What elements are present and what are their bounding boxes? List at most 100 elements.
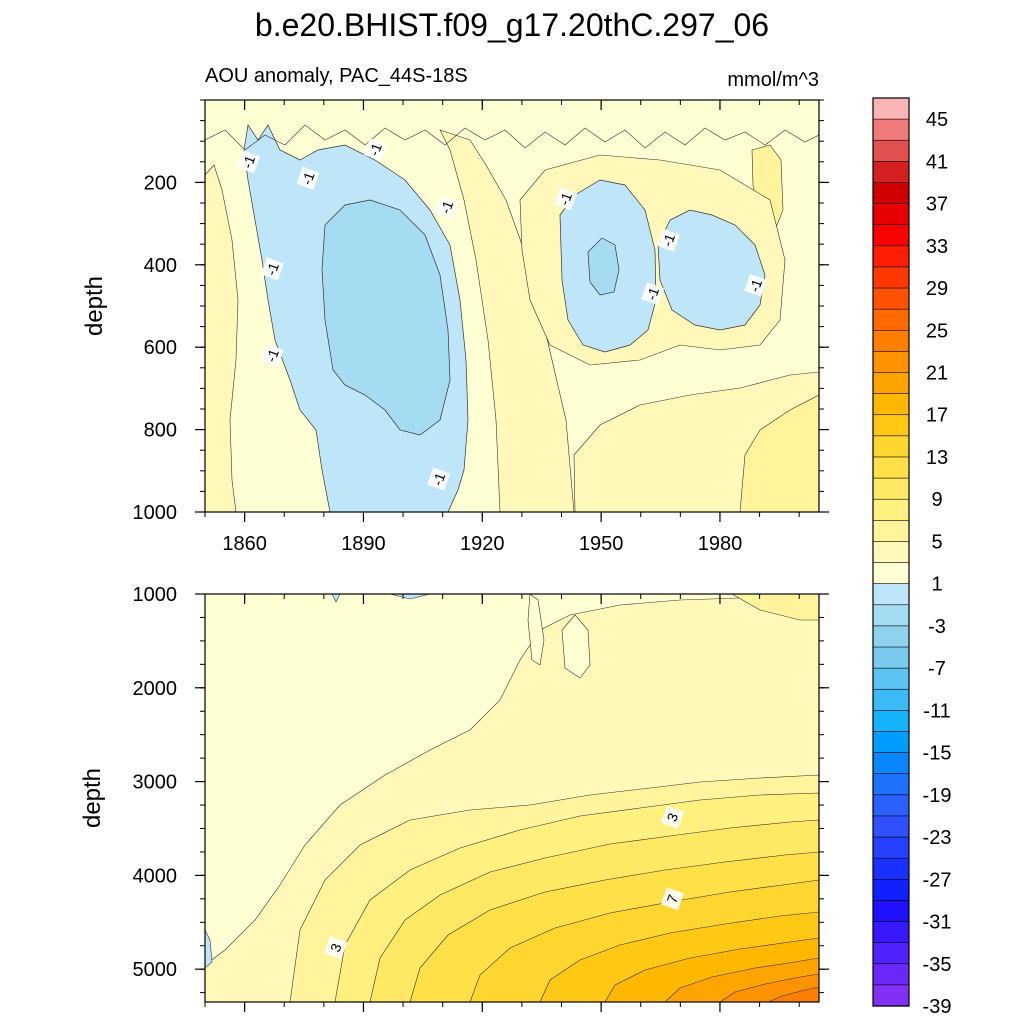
colorbar-swatch [872, 266, 910, 289]
y-tick-label: 4000 [133, 865, 178, 887]
chart-title: b.e20.BHIST.f09_g17.20thC.297_06 [255, 7, 769, 43]
contour-label: 3 [660, 805, 684, 829]
colorbar-label: 1 [931, 574, 942, 596]
colorbar-label: 33 [926, 236, 948, 258]
colorbar-swatch [872, 688, 910, 711]
contour-label-text: -1 [263, 347, 282, 364]
colorbar-swatch [872, 329, 910, 352]
contour-label: -1 [435, 195, 459, 219]
colorbar-swatch [872, 372, 910, 395]
lower-contour-labels: 3 7 3 [324, 805, 684, 960]
colorbar-label: -19 [923, 785, 952, 807]
colorbar-swatch [872, 97, 910, 120]
colorbar: 45 41 37 33 29 25 21 17 13 9 5 1 -3 -7 -11 -15 -19 -23 -27… [872, 97, 952, 1018]
colorbar-swatch [872, 118, 910, 141]
colorbar-swatch [872, 456, 910, 479]
colorbar-label: 41 [926, 151, 948, 173]
x-tick-label: 1980 [698, 533, 743, 555]
colorbar-label: 37 [926, 194, 948, 216]
upper-contour-labels: -1 -1 -1 -1 -1 -1 -1 -1 -1 -1 -1 [237, 137, 768, 491]
colorbar-label: 13 [926, 447, 948, 469]
contour-label-text: -1 [366, 141, 385, 158]
colorbar-swatch [872, 562, 910, 585]
lower-panel: 3 7 3 1000 2000 3000 4000 5000 depth [79, 584, 829, 1012]
lower-frame [204, 593, 820, 1003]
contour-label: -1 [260, 343, 284, 367]
colorbar-label: 25 [926, 320, 948, 342]
contour-label-text: -1 [643, 285, 662, 302]
x-tick-label: 1890 [341, 533, 386, 555]
contour-label: 3 [324, 936, 348, 960]
y-tick-label: 400 [144, 255, 177, 277]
colorbar-label: 9 [931, 489, 942, 511]
colorbar-swatch [872, 224, 910, 247]
colorbar-swatch [872, 710, 910, 733]
colorbar-label: 29 [926, 278, 948, 300]
contour-label: -1 [427, 467, 451, 491]
colorbar-label: -15 [923, 743, 952, 765]
y-tick-label: 1000 [133, 584, 178, 606]
colorbar-swatch [872, 520, 910, 543]
contour-label: -1 [656, 228, 681, 252]
contour-label: -1 [363, 137, 387, 161]
colorbar-swatch [872, 921, 910, 944]
x-tick-label: 1920 [460, 533, 505, 555]
colorbar-swatch [872, 393, 910, 416]
colorbar-swatch [872, 498, 910, 521]
contour-label: -1 [260, 257, 284, 281]
colorbar-swatch [872, 351, 910, 374]
colorbar-swatch [872, 752, 910, 775]
contour-label-text: -1 [263, 260, 282, 277]
contour-label-text: -1 [437, 198, 456, 215]
contour-label: -1 [553, 187, 578, 211]
left-subtitle: AOU anomaly, PAC_44S-18S [205, 65, 468, 87]
y-tick-label: 2000 [133, 678, 178, 700]
colorbar-swatch [872, 900, 910, 923]
colorbar-label: -7 [928, 658, 946, 680]
y-tick-label: 800 [144, 420, 177, 442]
colorbar-swatch [872, 182, 910, 205]
contour-label-text: -1 [298, 169, 317, 186]
colorbar-swatch [872, 625, 910, 648]
colorbar-swatch [872, 731, 910, 754]
y-tick-label: 5000 [133, 959, 178, 981]
colorbar-swatch [872, 477, 910, 500]
colorbar-swatch [872, 879, 910, 902]
colorbar-swatch [872, 541, 910, 564]
lower-ticks: 1000 2000 3000 4000 5000 [133, 584, 829, 1012]
colorbar-swatch [872, 646, 910, 669]
contour-label-text: -1 [556, 190, 575, 207]
colorbar-label: -31 [923, 912, 952, 934]
colorbar-label: 5 [931, 531, 942, 553]
colorbar-swatch [872, 161, 910, 184]
y-tick-label: 600 [144, 337, 177, 359]
contour-label: -1 [237, 150, 261, 174]
contour-label-text: -1 [429, 470, 448, 487]
colorbar-label: -39 [923, 996, 952, 1018]
colorbar-swatch [872, 308, 910, 331]
contour-label-text: -1 [659, 231, 678, 248]
colorbar-swatch [872, 287, 910, 310]
colorbar-frame [872, 97, 910, 1007]
colorbar-swatch [872, 773, 910, 796]
colorbar-label: 21 [926, 363, 948, 385]
colorbar-swatch [872, 604, 910, 627]
contour-label-text: -1 [746, 277, 765, 294]
contour-label-text: -1 [239, 153, 258, 170]
contour-label: -1 [744, 273, 768, 297]
colorbar-swatch [872, 984, 910, 1007]
colorbar-swatch [872, 815, 910, 838]
upper-ylabel: depth [81, 276, 108, 336]
y-tick-label: 3000 [133, 772, 178, 794]
colorbar-label: -23 [923, 827, 952, 849]
colorbar-swatch [872, 203, 910, 226]
contour-label: 7 [660, 887, 684, 911]
colorbar-label: -35 [923, 954, 952, 976]
colorbar-swatch [872, 794, 910, 817]
contour-label: -1 [641, 282, 665, 306]
colorbar-label: -27 [923, 869, 952, 891]
colorbar-label: -11 [923, 700, 950, 722]
contour-label: -1 [296, 166, 320, 190]
colorbar-swatch [872, 836, 910, 859]
